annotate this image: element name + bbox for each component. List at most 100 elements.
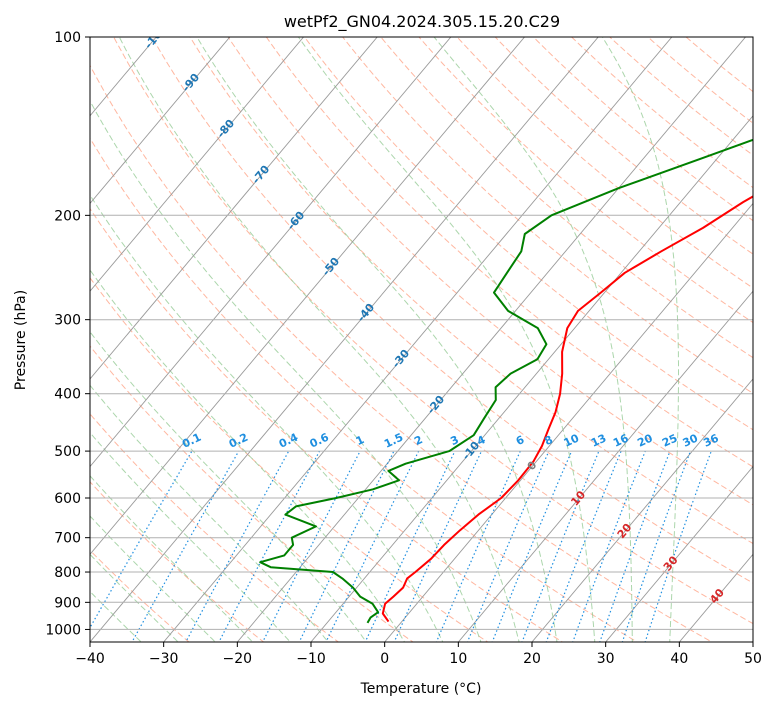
mixing-ratio-line <box>491 450 573 642</box>
dry-adiabat <box>609 37 753 156</box>
dry-adiabat <box>380 37 753 359</box>
y-axis: 100 200 300 400 500 600 700 800 900 1000 <box>45 30 90 638</box>
isotherm <box>678 553 753 642</box>
pressure-gridlines <box>90 37 753 630</box>
mixing-ratio-line <box>572 450 646 642</box>
mixing-ratio-label: 8 <box>542 433 554 448</box>
dry-adiabat <box>265 37 753 468</box>
mixing-ratio-label: 1.5 <box>382 431 405 451</box>
x-tick-label: −20 <box>223 651 253 667</box>
profile-series <box>259 138 753 624</box>
x-tick-label: −10 <box>296 651 326 667</box>
dry-adiabat <box>418 37 753 324</box>
y-tick-label: 100 <box>54 30 81 46</box>
x-tick-label: 40 <box>670 651 688 667</box>
mixing-ratio-label: 36 <box>701 431 721 449</box>
mixing-ratio-line <box>466 450 550 642</box>
isotherm <box>163 37 673 642</box>
mixing-ratio-label: 2 <box>412 433 424 448</box>
x-tick-label: −30 <box>149 651 179 667</box>
mixing-ratio-label: 0.1 <box>180 431 203 451</box>
isotherm <box>457 290 753 642</box>
y-tick-label: 500 <box>54 444 81 460</box>
x-tick-label: 20 <box>523 651 541 667</box>
mixing-ratio-label: 6 <box>514 433 527 448</box>
isotherm <box>90 37 599 642</box>
mixing-ratio-line <box>90 450 193 629</box>
moist-adiabat <box>90 99 482 642</box>
plot-area: -100-90-80-70-60-50-40-30-20-10010203040… <box>90 37 753 642</box>
isotherm <box>605 465 753 642</box>
isotherm <box>310 115 753 642</box>
mixing-ratio-lines <box>90 450 712 642</box>
mixing-ratio-label: 10 <box>562 431 582 449</box>
isotherm <box>90 37 231 205</box>
mixing-ratio-label: 20 <box>635 431 655 449</box>
x-tick-label: 30 <box>597 651 615 667</box>
dry-adiabat <box>90 481 265 642</box>
mixing-ratio-line <box>364 450 456 642</box>
mixing-ratio-label: 1 <box>354 433 366 448</box>
isotherm <box>90 37 452 468</box>
plot-frame <box>89 36 754 643</box>
mixing-ratio-line <box>435 450 521 642</box>
mixing-ratio-line <box>185 450 290 642</box>
isotherm <box>90 37 526 556</box>
moist-adiabat <box>90 331 367 642</box>
isotherms <box>90 37 753 642</box>
mixing-ratio-label: 30 <box>681 431 701 449</box>
y-axis-title: Pressure (hPa) <box>13 290 29 390</box>
mixing-ratio-label: 25 <box>660 432 679 450</box>
y-tick-label: 300 <box>54 313 81 329</box>
isotherm <box>384 202 753 642</box>
dry-adiabat <box>90 137 639 642</box>
mixing-ratio-label: 13 <box>589 432 608 450</box>
y-tick-label: 800 <box>54 565 81 581</box>
dewpoint-profile <box>259 138 753 624</box>
y-tick-label: 600 <box>54 491 81 507</box>
mixing-ratio-line <box>521 450 600 642</box>
y-tick-label: 900 <box>54 595 81 611</box>
mixing-ratio-line <box>262 450 361 642</box>
isotherm <box>752 641 753 642</box>
dry-adiabat <box>227 37 753 506</box>
moist-adiabat <box>196 37 558 642</box>
mixing-ratio-line <box>131 450 240 642</box>
chart-title: wetPf2_GN04.2024.305.15.20.C29 <box>284 12 560 32</box>
isotherm <box>236 37 747 642</box>
dry-adiabat <box>90 64 713 642</box>
dry-adiabat <box>303 37 753 431</box>
y-tick-label: 400 <box>54 387 81 403</box>
mixing-ratio-label: 0.2 <box>227 431 250 451</box>
y-tick-label: 200 <box>54 208 81 224</box>
dry-adiabat <box>342 37 753 394</box>
dry-adiabat <box>494 37 753 255</box>
moist-adiabat <box>90 384 329 642</box>
mixing-ratio-line <box>325 450 420 642</box>
dry-adiabat <box>113 37 753 625</box>
mixing-ratio-line <box>393 450 483 642</box>
dry-adiabat <box>90 549 190 642</box>
moist-adiabat <box>90 431 291 642</box>
x-tick-label: −40 <box>75 651 105 667</box>
isotherm <box>90 37 378 380</box>
x-tick-label: 10 <box>449 651 467 667</box>
mixing-ratio-label: 16 <box>611 431 631 449</box>
mixing-ratio-line <box>621 450 692 642</box>
dry-adiabat <box>90 207 564 642</box>
dry-adiabat <box>570 37 753 189</box>
mixing-ratio-line <box>298 450 395 642</box>
dry-adiabat <box>90 277 489 642</box>
moist-adiabat <box>90 194 444 642</box>
x-axis-title: Temperature (°C) <box>360 681 482 697</box>
dry-adiabat <box>90 413 340 642</box>
temperature-profile <box>381 195 753 623</box>
x-axis: −40 −30 −20 −10 0 10 20 30 40 50 <box>75 642 762 667</box>
moist-adiabat <box>118 37 520 642</box>
x-tick-label: 50 <box>744 651 762 667</box>
dry-adiabat <box>456 37 753 289</box>
mixing-ratio-line <box>545 450 622 642</box>
moist-adiabat <box>433 37 633 642</box>
mixing-ratio-line <box>218 450 321 642</box>
